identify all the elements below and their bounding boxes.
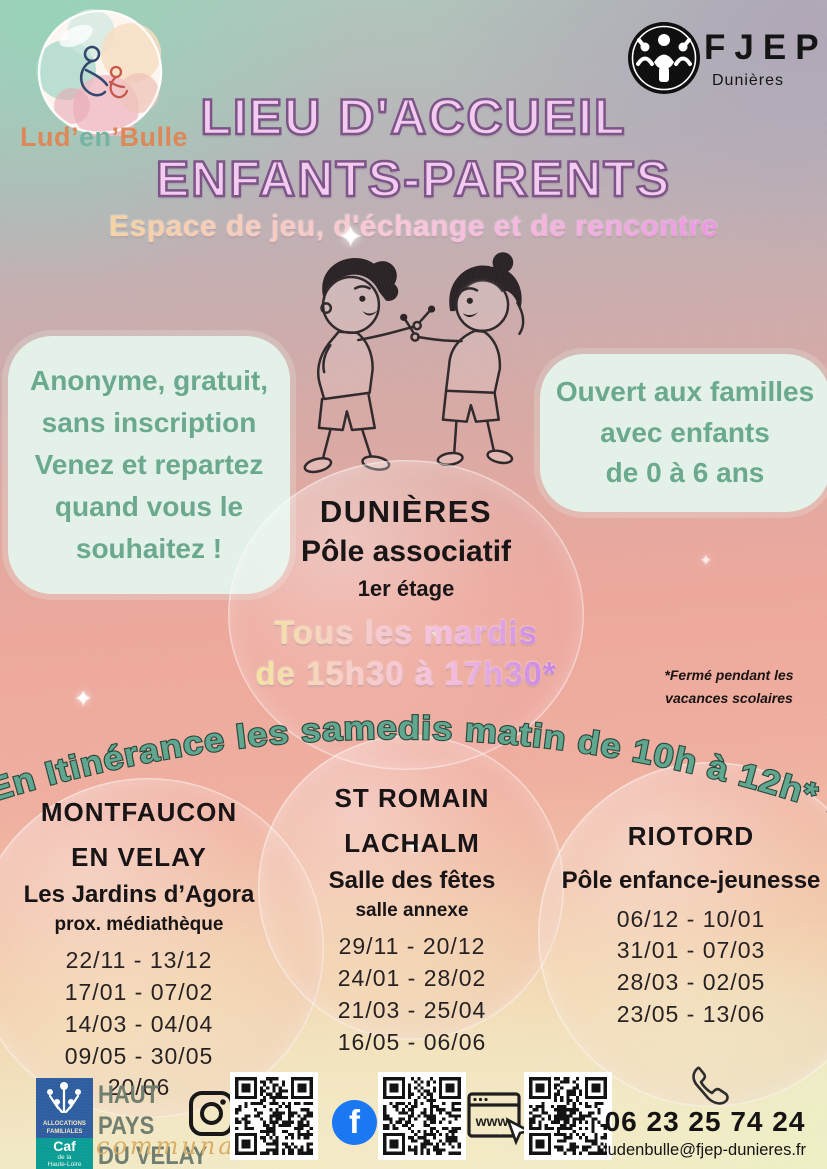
haut-pays-line2: DU VELAY (98, 1142, 208, 1169)
caf-org-label: ALLOCATIONS FAMILIALES (43, 1121, 86, 1135)
dunieres-venue: Pôle associatif (300, 535, 512, 568)
dunieres-section: DUNIÈRES Pôle associatif 1er étage Tous … (250, 494, 562, 693)
info-bubble-left: Anonyme, gratuit, sans inscription Venez… (8, 336, 290, 594)
caf-logo: ALLOCATIONS FAMILIALES Caf de la Haute-L… (36, 1078, 93, 1169)
facebook-letter: f (349, 1103, 360, 1140)
vacation-footnote: *Fermé pendant les vacances scolaires (664, 667, 794, 707)
location-venue: Les Jardins d’Agora (23, 881, 255, 909)
qr-code-facebook (378, 1072, 466, 1160)
location-montfaucon: MONTFAUCON EN VELAY Les Jardins d’Agora … (6, 790, 272, 1104)
dunieres-city: DUNIÈRES (319, 494, 493, 529)
phone-icon (686, 1062, 732, 1108)
info-bubble-right: Ouvert aux familles avec enfants de 0 à … (540, 354, 827, 512)
www-label: www (475, 1113, 509, 1129)
page-subtitle: Espace de jeu, d'échange et de rencontre (0, 210, 827, 244)
caf-logo-top: ALLOCATIONS FAMILIALES (36, 1078, 93, 1138)
website-icon: www (466, 1086, 533, 1146)
fjep-name: FJEP (704, 28, 827, 67)
bubble-decoration (258, 735, 564, 1040)
ludenbulle-logo-icon (36, 8, 164, 141)
sparkle-icon (700, 552, 712, 569)
bubble-decoration (228, 460, 584, 770)
facebook-icon: f (332, 1100, 377, 1145)
location-name: ST ROMAIN LACHALM (334, 783, 490, 858)
location-name: RIOTORD (627, 821, 755, 851)
location-riotord: RIOTORD Pôle enfance-jeunesse 06/12 - 10… (560, 814, 822, 1031)
location-st-romain: ST ROMAIN LACHALM Salle des fêtes salle … (296, 776, 528, 1058)
caf-region: de la Haute-Loire (47, 1153, 82, 1169)
brand-part-2: en (78, 122, 112, 152)
haut-pays-line1: HAUT PAYS (98, 1081, 160, 1140)
email-address: ludenbulle@fjep-dunieres.fr (603, 1141, 807, 1159)
location-venue: Salle des fêtes (328, 867, 496, 895)
location-dates: 29/11 - 20/12 24/01 - 28/02 21/03 - 25/0… (337, 933, 487, 1055)
fjep-logo-icon (626, 20, 702, 96)
contact-block: 06 23 25 74 24 ludenbulle@fjep-dunieres.… (590, 1106, 820, 1160)
location-dates: 22/11 - 13/12 17/01 - 07/02 14/03 - 04/0… (64, 947, 214, 1101)
dunieres-schedule-line1: Tous les mardis (250, 614, 562, 652)
caf-name: Caf (53, 1138, 76, 1154)
dunieres-floor: 1er étage (357, 576, 455, 601)
caf-logo-bottom: Caf de la Haute-Loire (36, 1138, 93, 1169)
dunieres-schedule-line2: de 15h30 à 17h30* (250, 655, 562, 693)
page-title-line2: ENFANTS-PARENTS (155, 150, 672, 209)
instagram-icon (188, 1090, 235, 1137)
location-name: MONTFAUCON EN VELAY (40, 797, 238, 872)
location-venue: Pôle enfance-jeunesse (561, 866, 821, 894)
location-detail: salle annexe (355, 900, 469, 922)
page-title-line1: LIEU D'ACCUEIL (199, 88, 627, 147)
qr-code-instagram (230, 1072, 318, 1160)
phone-number: 06 23 25 74 24 (604, 1106, 806, 1137)
fjep-place: Dunières (712, 72, 785, 89)
haut-pays-logo: HAUT PAYS DU VELAY (98, 1080, 228, 1169)
location-dates: 06/12 - 10/01 31/01 - 07/03 28/03 - 02/0… (616, 905, 766, 1027)
itinerance-banner: En Itinérance les samedis matin de 10h à… (0, 708, 827, 823)
brand-name: Lud’en’Bulle (6, 122, 202, 153)
children-illustration (258, 244, 568, 494)
location-detail: prox. médiathèque (54, 914, 224, 936)
qr-code-website (524, 1072, 612, 1160)
brand-part-3: ’Bulle (111, 122, 188, 152)
brand-part-1: Lud’ (19, 122, 79, 152)
bubble-decoration (538, 762, 827, 1107)
